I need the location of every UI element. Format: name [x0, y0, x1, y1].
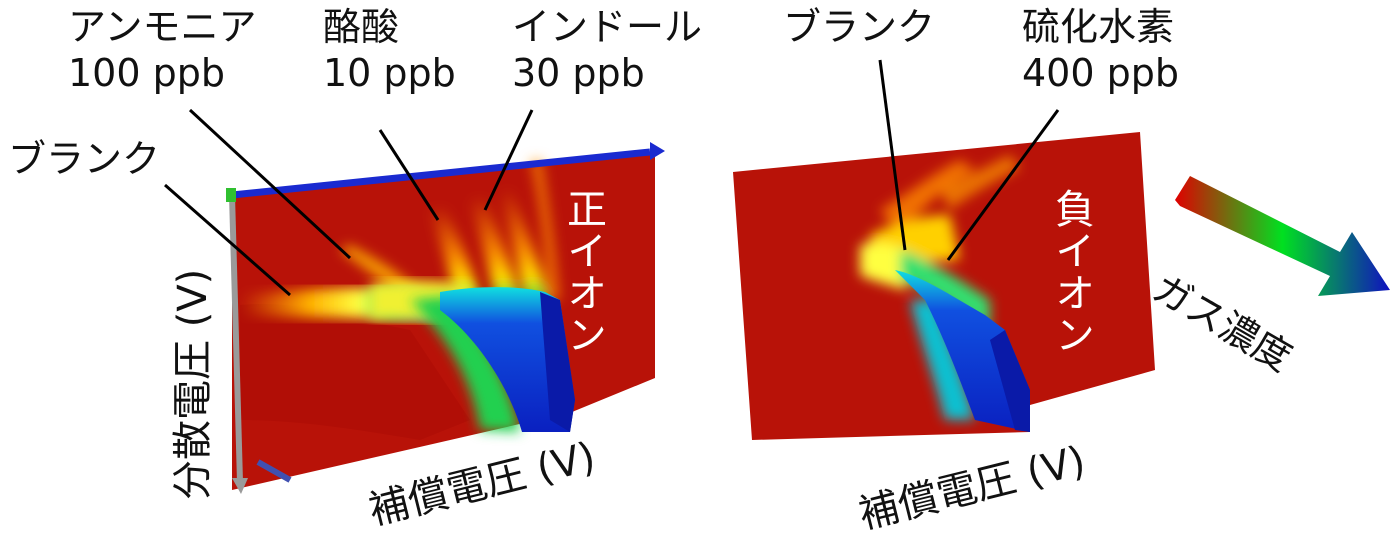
left-shadow [240, 304, 470, 440]
label-blank-left: ブランク [8, 137, 161, 181]
left-blue-region [440, 287, 575, 432]
left-z-axis [256, 459, 292, 483]
label-indole-name: インドール [512, 5, 703, 49]
label-butyric: 酪酸 10 ppb [323, 4, 456, 96]
left-streaks [340, 160, 560, 300]
left-y-axis [229, 194, 243, 483]
left-x-axis-top [231, 148, 651, 199]
label-ammonia-name: アンモニア [68, 5, 257, 49]
left-ion-label: 正イオン [560, 188, 606, 356]
label-indole-conc: 30 ppb [512, 51, 645, 95]
left-green [410, 296, 520, 432]
label-ammonia: アンモニア 100 ppb [68, 4, 256, 96]
left-x-arrow-icon [650, 142, 665, 160]
left-heatmap-panel [226, 142, 665, 494]
label-h2s-name: 硫化水素 [1022, 5, 1175, 49]
label-butyric-conc: 10 ppb [323, 51, 456, 95]
right-blue-side [990, 330, 1030, 432]
label-indole: インドール 30 ppb [512, 4, 702, 96]
label-h2s: 硫化水素 400 ppb [1022, 4, 1179, 96]
figure-canvas [164, 59, 1390, 494]
left-leader-lines [164, 108, 534, 297]
left-y-axis-label: 分散電圧 (V) [170, 268, 216, 500]
right-heatmap-panel [733, 132, 1155, 440]
gas-concentration-legend-arrow [1175, 176, 1390, 296]
left-axis-origin [226, 188, 236, 202]
label-h2s-conc: 400 ppb [1022, 51, 1179, 95]
label-ammonia-conc: 100 ppb [68, 51, 225, 95]
left-y-arrow-icon [232, 478, 248, 494]
right-blue-region [895, 270, 1030, 432]
left-blue-side [540, 292, 575, 432]
label-butyric-name: 酪酸 [323, 5, 400, 49]
label-blank-right: ブランク [783, 5, 936, 49]
right-ion-label: 負イオン [1048, 188, 1094, 356]
right-leader-lines [878, 59, 1060, 261]
